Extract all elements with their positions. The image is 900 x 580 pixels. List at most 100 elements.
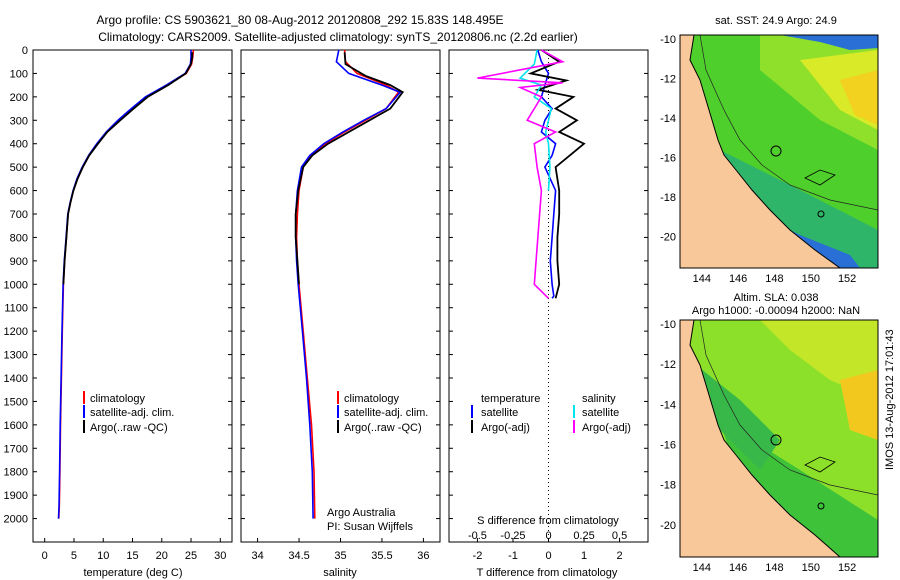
difference-s-tick-label: 0.5 — [612, 530, 627, 542]
sla-lon-tick-label: 144 — [693, 562, 711, 574]
difference-t-tick-label: 1 — [581, 550, 587, 562]
legend-label-argo: Argo(..raw -QC) — [344, 422, 422, 434]
sla-highest-patch — [840, 370, 878, 440]
depth-tick-label: 300 — [10, 115, 28, 127]
salinity-x-tick-label: 35 — [334, 550, 346, 562]
sla-lon-tick-label: 146 — [729, 562, 747, 574]
depth-tick-label: 800 — [10, 232, 28, 244]
sla-lat-tick-label: -14 — [660, 399, 676, 411]
sst-lat-tick-label: -10 — [660, 34, 676, 46]
depth-tick-label: 1800 — [4, 467, 28, 479]
legend-header-temperature: temperature — [481, 393, 540, 405]
credit-pi: PI: Susan Wijffels — [327, 521, 413, 533]
sla-map-title2: Argo h1000: -0.00094 h2000: NaN — [692, 305, 860, 317]
figure-title-line1: Argo profile: CS 5903621_80 08-Aug-2012 … — [97, 13, 504, 27]
sst-reef-outline — [804, 169, 836, 186]
sla-reef-outline — [804, 456, 836, 473]
sst-lat-tick-label: -16 — [660, 152, 676, 164]
depth-tick-label: 1000 — [4, 279, 28, 291]
depth-tick-label: 1500 — [4, 396, 28, 408]
difference-s-tick-label: -0.5 — [468, 530, 487, 542]
salinity-xlabel: salinity — [323, 567, 357, 579]
depth-tick-label: 200 — [10, 92, 28, 104]
depth-tick-label: 100 — [10, 68, 28, 80]
sla-map-title1: Altim. SLA: 0.038 — [734, 292, 819, 304]
legend-label-argo-t: Argo(-adj) — [481, 422, 530, 434]
sla-reef-circle — [817, 502, 825, 510]
temperature-series-argo — [62, 52, 194, 285]
sla-coastline-land — [680, 320, 841, 557]
depth-tick-label: 400 — [10, 139, 28, 151]
sst-bathymetry-contour — [699, 35, 878, 211]
legend-label-argo-s: Argo(-adj) — [582, 422, 631, 434]
figure-title-line2: Climatology: CARS2009. Satellite-adjuste… — [98, 30, 578, 44]
sst-argo-marker — [770, 145, 782, 157]
legend-label-argo: Argo(..raw -QC) — [90, 422, 168, 434]
depth-tick-label: 2000 — [4, 514, 28, 526]
sst-reef-circle — [817, 210, 825, 218]
depth-tick-label: 600 — [10, 186, 28, 198]
temperature-series-satellite — [57, 50, 192, 519]
temperature-x-tick-label: 0 — [42, 550, 48, 562]
difference-series-argo-T — [527, 49, 586, 299]
difference-s-tick-label: 0.25 — [573, 530, 594, 542]
temperature-x-tick-label: 5 — [71, 550, 77, 562]
sla-bathymetry-contour — [699, 320, 878, 496]
sst-lon-tick-label: 148 — [765, 273, 783, 285]
salinity-series-satellite — [294, 49, 402, 519]
difference-panel-frame — [448, 49, 649, 543]
legend-label-climatology: climatology — [90, 393, 146, 405]
salinity-series-argo — [294, 52, 405, 285]
sla-lat-tick-label: -10 — [660, 319, 676, 331]
sst-coastline-land — [680, 35, 841, 268]
t-difference-xlabel: T difference from climatology — [477, 567, 618, 579]
depth-tick-label: 1200 — [4, 326, 28, 338]
sla-lat-tick-label: -12 — [660, 359, 676, 371]
sst-lat-tick-label: -18 — [660, 192, 676, 204]
depth-tick-label: 700 — [10, 209, 28, 221]
difference-t-tick-label: -2 — [473, 550, 483, 562]
salinity-x-tick-label: 36 — [417, 550, 429, 562]
depth-tick-label: 1600 — [4, 420, 28, 432]
temperature-xlabel: temperature (deg C) — [83, 567, 182, 579]
sla-lat-tick-label: -18 — [660, 480, 676, 492]
depth-tick-label: 0 — [22, 45, 28, 57]
salinity-series-climatology — [295, 49, 400, 519]
sst-lon-tick-label: 144 — [693, 273, 711, 285]
legend-label-climatology: climatology — [344, 393, 400, 405]
legend-label-satellite: satellite-adj. clim. — [344, 407, 428, 419]
difference-legend: temperature salinity satellite Argo(-adj… — [471, 393, 631, 527]
depth-tick-label: 1400 — [4, 373, 28, 385]
salinity-panel-frame — [240, 49, 441, 543]
temperature-x-tick-label: 10 — [97, 550, 109, 562]
temperature-x-tick-label: 20 — [156, 550, 168, 562]
sst-hottest-patch — [840, 70, 878, 125]
sla-lat-tick-label: -16 — [660, 440, 676, 452]
sst-lon-tick-label: 152 — [838, 273, 856, 285]
difference-series-satellite-S — [518, 49, 553, 191]
difference-t-tick-label: -1 — [508, 550, 518, 562]
salinity-legend: climatology satellite-adj. clim. Argo(..… — [327, 391, 428, 533]
sst-map-frame — [679, 34, 879, 269]
difference-s-tick-label: 0 — [545, 530, 551, 542]
depth-tick-label: 500 — [10, 162, 28, 174]
legend-label-satellite: satellite-adj. clim. — [90, 407, 174, 419]
depth-tick-label: 1900 — [4, 490, 28, 502]
sla-lon-tick-label: 148 — [765, 562, 783, 574]
temperature-x-tick-label: 25 — [185, 550, 197, 562]
temperature-x-tick-label: 30 — [214, 550, 226, 562]
depth-tick-label: 1100 — [4, 303, 28, 315]
legend-label-satellite-s: satellite — [582, 407, 619, 419]
imos-timestamp: IMOS 13-Aug-2012 17:01:43 — [884, 329, 896, 470]
sst-map-title: sat. SST: 24.9 Argo: 24.9 — [715, 15, 837, 27]
sla-lon-tick-label: 152 — [838, 562, 856, 574]
sst-lat-tick-label: -12 — [660, 73, 676, 85]
sla-lon-tick-label: 150 — [802, 562, 820, 574]
sla-map-frame — [679, 319, 879, 558]
sst-lat-tick-label: -14 — [660, 113, 676, 125]
temperature-legend: climatology satellite-adj. clim. Argo(..… — [83, 391, 174, 434]
salinity-x-tick-label: 34.5 — [288, 550, 309, 562]
s-difference-axis-label: S difference from climatology — [477, 515, 619, 527]
salinity-x-tick-label: 35.5 — [371, 550, 392, 562]
sst-lon-tick-label: 146 — [729, 273, 747, 285]
